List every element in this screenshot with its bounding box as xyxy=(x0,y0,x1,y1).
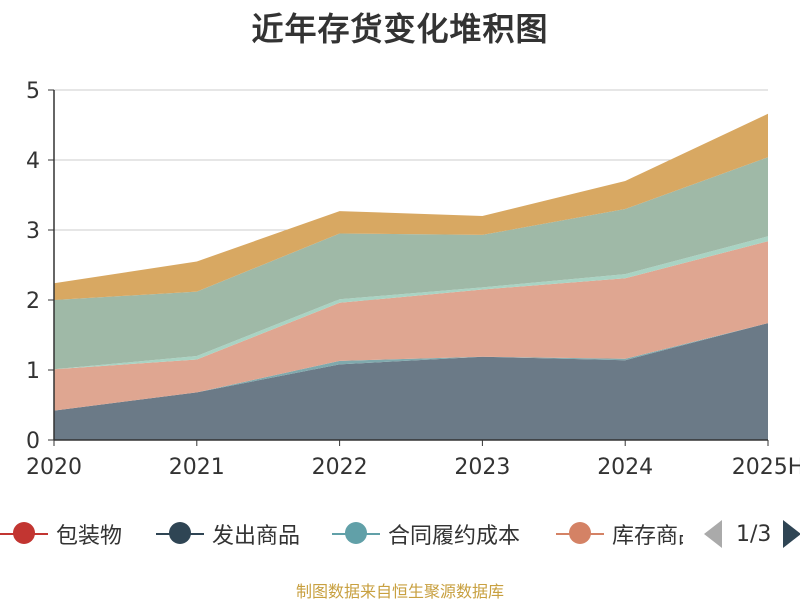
area-series-1 xyxy=(54,323,768,440)
y-tick-label: 3 xyxy=(26,219,40,244)
legend-item-goods-shipped[interactable]: 发出商品 xyxy=(156,512,300,556)
axes: 0 1 2 3 4 5 2020 2021 2022 2023 2024 2025H xyxy=(26,79,800,480)
legend: 包装物 发出商品 合同履约成本 库存商品 1/3 xyxy=(0,512,800,556)
legend-items: 包装物 发出商品 合同履约成本 库存商品 xyxy=(0,512,683,556)
next-page-arrow-icon[interactable] xyxy=(783,520,800,548)
x-tick-label: 2025H xyxy=(732,455,800,480)
y-tick-label: 0 xyxy=(26,429,40,454)
x-tick-label: 2023 xyxy=(454,455,510,480)
legend-page-indicator: 1/3 xyxy=(736,521,772,547)
legend-dot xyxy=(569,522,591,544)
y-tick-label: 4 xyxy=(26,149,40,174)
legend-label-contract-cost: 合同履约成本 xyxy=(388,524,521,549)
stacked-areas xyxy=(54,113,768,440)
legend-item-contract-cost[interactable]: 合同履约成本 xyxy=(332,512,520,556)
chart-title: 近年存货变化堆积图 xyxy=(251,10,549,48)
legend-item-inventory-goods[interactable]: 库存商品 xyxy=(556,512,683,556)
legend-pager: 1/3 xyxy=(700,512,800,556)
x-tick-label: 2024 xyxy=(597,455,653,480)
legend-dot xyxy=(345,522,367,544)
legend-line xyxy=(156,522,204,544)
legend-line xyxy=(0,522,48,544)
prev-page-arrow-icon[interactable] xyxy=(704,520,722,548)
legend-label-inventory-goods: 库存商品 xyxy=(612,524,683,549)
y-tick-label: 1 xyxy=(26,359,40,384)
x-tick-label: 2020 xyxy=(26,455,82,480)
legend-dot xyxy=(13,522,35,544)
area-series-6 xyxy=(54,113,768,300)
x-tick-label: 2021 xyxy=(169,455,225,480)
legend-label-goods-shipped: 发出商品 xyxy=(212,524,301,549)
area-series-3 xyxy=(54,241,768,411)
y-axis-unit-label: ( xyxy=(0,96,4,136)
legend-line xyxy=(556,522,604,544)
legend-item-packaging[interactable]: 包装物 xyxy=(0,512,122,556)
y-tick-label: 2 xyxy=(26,289,40,314)
legend-label-packaging: 包装物 xyxy=(56,524,123,549)
data-source-note: 制图数据来自恒生聚源数据库 xyxy=(295,582,504,601)
legend-line xyxy=(332,522,380,544)
y-tick-label: 5 xyxy=(26,79,40,104)
legend-dot xyxy=(169,522,191,544)
area-series-5 xyxy=(54,157,768,370)
x-tick-label: 2022 xyxy=(312,455,368,480)
